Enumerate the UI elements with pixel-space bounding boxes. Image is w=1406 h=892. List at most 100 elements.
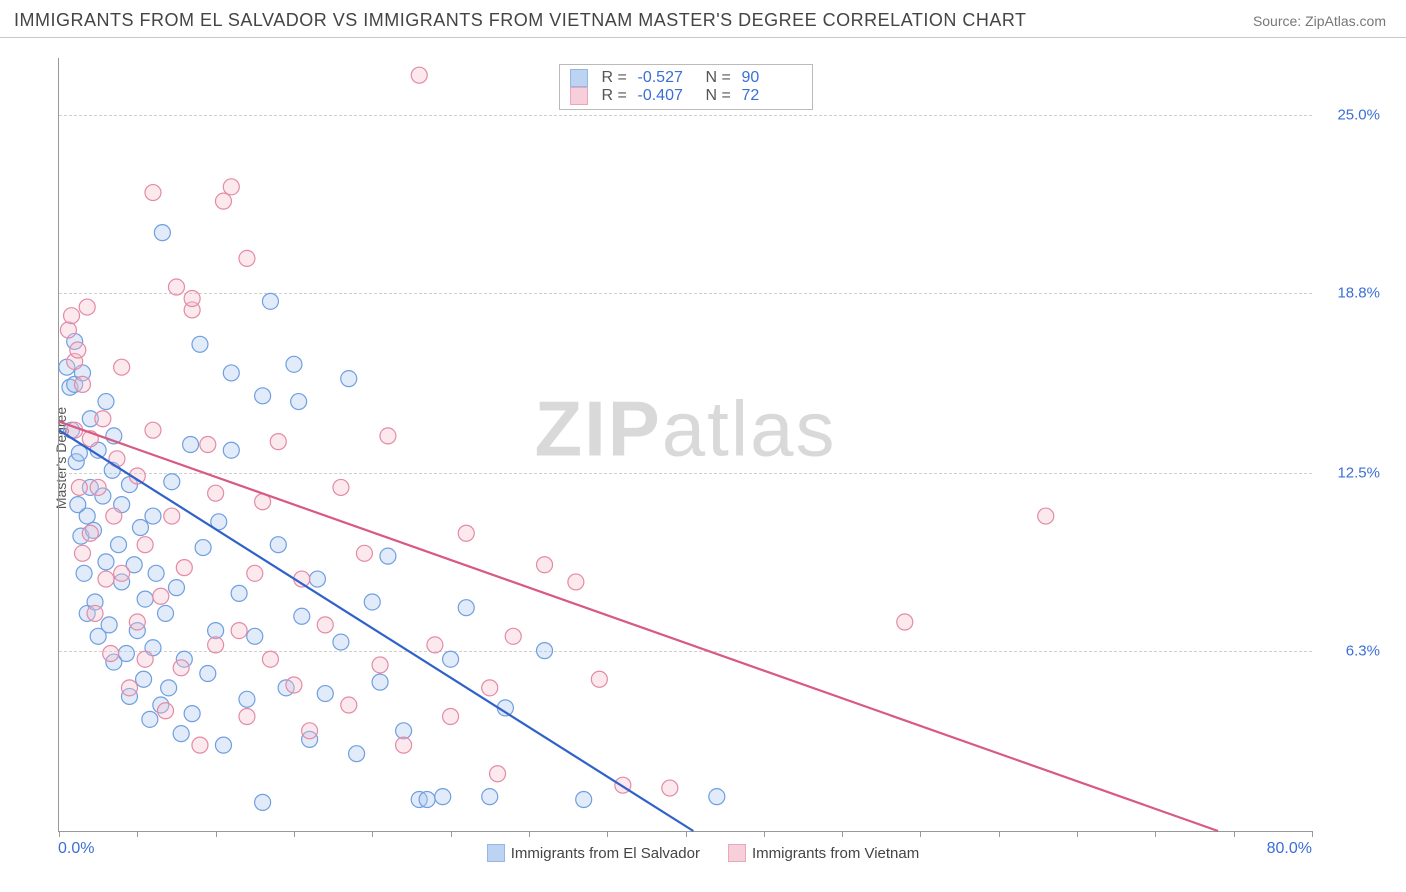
data-point-vietnam — [505, 628, 521, 644]
data-point-el_salvador — [137, 591, 153, 607]
data-point-el_salvador — [154, 225, 170, 241]
data-point-vietnam — [114, 359, 130, 375]
legend-item-el_salvador: Immigrants from El Salvador — [487, 844, 700, 862]
data-point-vietnam — [262, 651, 278, 667]
data-point-vietnam — [239, 250, 255, 266]
data-point-vietnam — [114, 565, 130, 581]
data-point-vietnam — [184, 290, 200, 306]
data-point-vietnam — [192, 737, 208, 753]
data-point-el_salvador — [294, 608, 310, 624]
data-point-vietnam — [537, 557, 553, 573]
data-point-vietnam — [74, 545, 90, 561]
data-point-vietnam — [121, 680, 137, 696]
x-tick — [686, 831, 687, 837]
y-tick-label: 12.5% — [1320, 465, 1380, 482]
data-point-el_salvador — [168, 580, 184, 596]
data-point-el_salvador — [364, 594, 380, 610]
correlation-legend: R =-0.527N =90R =-0.407N =72 — [559, 64, 813, 110]
data-point-vietnam — [239, 708, 255, 724]
data-point-el_salvador — [164, 474, 180, 490]
data-point-el_salvador — [76, 565, 92, 581]
data-point-vietnam — [98, 571, 114, 587]
data-point-vietnam — [158, 703, 174, 719]
data-point-el_salvador — [142, 711, 158, 727]
source-prefix: Source: — [1253, 13, 1305, 29]
data-point-vietnam — [87, 605, 103, 621]
data-point-el_salvador — [223, 442, 239, 458]
n-value-el_salvador: 90 — [742, 69, 802, 87]
data-point-el_salvador — [349, 746, 365, 762]
chart-area: Master's Degree ZIPatlas R =-0.527N =90R… — [14, 48, 1392, 868]
data-point-el_salvador — [435, 789, 451, 805]
data-point-el_salvador — [161, 680, 177, 696]
data-point-el_salvador — [98, 554, 114, 570]
data-point-vietnam — [396, 737, 412, 753]
data-point-vietnam — [1038, 508, 1054, 524]
data-point-el_salvador — [380, 548, 396, 564]
data-point-vietnam — [208, 637, 224, 653]
chart-header: IMMIGRANTS FROM EL SALVADOR VS IMMIGRANT… — [0, 0, 1406, 38]
data-point-el_salvador — [291, 394, 307, 410]
data-point-el_salvador — [247, 628, 263, 644]
data-point-vietnam — [317, 617, 333, 633]
data-point-vietnam — [153, 588, 169, 604]
data-point-el_salvador — [286, 356, 302, 372]
data-point-vietnam — [82, 525, 98, 541]
r-value-el_salvador: -0.527 — [638, 69, 698, 87]
data-point-vietnam — [200, 437, 216, 453]
data-point-el_salvador — [173, 726, 189, 742]
data-point-vietnam — [482, 680, 498, 696]
x-tick — [764, 831, 765, 837]
data-point-vietnam — [176, 560, 192, 576]
data-point-el_salvador — [482, 789, 498, 805]
data-point-el_salvador — [333, 634, 349, 650]
data-point-el_salvador — [98, 394, 114, 410]
plot-svg — [59, 58, 1312, 831]
x-tick — [920, 831, 921, 837]
data-point-el_salvador — [709, 789, 725, 805]
data-point-vietnam — [90, 479, 106, 495]
data-point-vietnam — [145, 422, 161, 438]
data-point-el_salvador — [148, 565, 164, 581]
x-tick — [59, 831, 60, 837]
data-point-el_salvador — [537, 643, 553, 659]
data-point-vietnam — [568, 574, 584, 590]
data-point-vietnam — [137, 537, 153, 553]
data-point-vietnam — [341, 697, 357, 713]
source-name: ZipAtlas.com — [1305, 13, 1386, 29]
data-point-vietnam — [223, 179, 239, 195]
data-point-el_salvador — [419, 792, 435, 808]
data-point-vietnam — [270, 434, 286, 450]
x-tick — [1234, 831, 1235, 837]
data-point-el_salvador — [200, 666, 216, 682]
data-point-el_salvador — [262, 293, 278, 309]
x-tick — [1312, 831, 1313, 837]
data-point-el_salvador — [118, 645, 134, 661]
chart-title: IMMIGRANTS FROM EL SALVADOR VS IMMIGRANT… — [14, 10, 1027, 31]
data-point-el_salvador — [158, 605, 174, 621]
data-point-vietnam — [129, 614, 145, 630]
data-point-el_salvador — [576, 792, 592, 808]
data-point-vietnam — [168, 279, 184, 295]
data-point-el_salvador — [223, 365, 239, 381]
data-point-el_salvador — [231, 585, 247, 601]
data-point-el_salvador — [145, 508, 161, 524]
data-point-el_salvador — [215, 737, 231, 753]
source-attribution: Source: ZipAtlas.com — [1253, 13, 1386, 29]
data-point-vietnam — [380, 428, 396, 444]
data-point-el_salvador — [208, 623, 224, 639]
data-point-el_salvador — [341, 371, 357, 387]
data-point-el_salvador — [132, 520, 148, 536]
x-tick — [294, 831, 295, 837]
data-point-vietnam — [164, 508, 180, 524]
data-point-vietnam — [897, 614, 913, 630]
data-point-el_salvador — [270, 537, 286, 553]
x-tick — [1077, 831, 1078, 837]
data-point-vietnam — [231, 623, 247, 639]
data-point-el_salvador — [239, 691, 255, 707]
series-legend: Immigrants from El SalvadorImmigrants fr… — [14, 844, 1392, 866]
data-point-el_salvador — [183, 437, 199, 453]
data-point-vietnam — [333, 479, 349, 495]
data-point-vietnam — [70, 342, 86, 358]
y-tick-label: 6.3% — [1320, 642, 1380, 659]
